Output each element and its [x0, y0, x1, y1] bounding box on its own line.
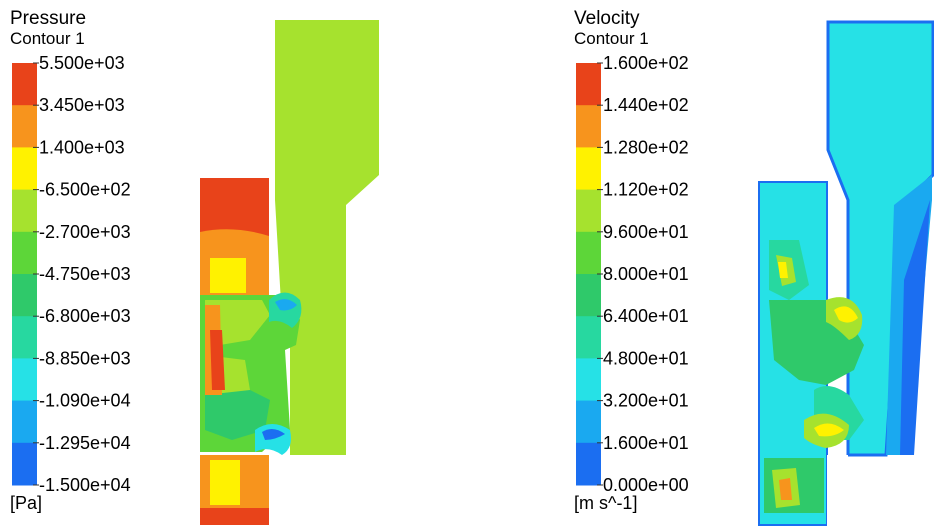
colorbar-band: [576, 105, 601, 148]
colorbar-tick-label: -4.750e+03: [39, 264, 131, 284]
velocity-contour-panel: Velocity Contour 1 1.600e+02 1.440e+02 1.2…: [564, 0, 934, 529]
main-chamber: [275, 150, 379, 455]
colorbar-band: [576, 274, 601, 317]
colorbar-tick-label: -2.700e+03: [39, 222, 131, 242]
colorbar-tick-label: 1.280e+02: [603, 137, 689, 157]
legend-units: [Pa]: [10, 493, 43, 513]
colorbar-tick-label: 3.450e+03: [39, 95, 125, 115]
lower-throat-core: [814, 423, 844, 437]
mixing-zone-c: [205, 390, 270, 440]
colorbar-tick-label: 0.000e+00: [603, 475, 689, 495]
colorbar-tick-label: 8.000e+01: [603, 264, 689, 284]
velocity-colorbar: 1.600e+02 1.440e+02 1.280e+02 1.120e+02 9.60…: [576, 53, 689, 495]
colorbar-tick-label: 1.600e+02: [603, 53, 689, 73]
colorbar-tick-label: 1.400e+03: [39, 137, 125, 157]
colorbar-tick-label: -1.500e+04: [39, 475, 131, 495]
legend-title: Pressure: [10, 8, 87, 29]
colorbar-tick-label: 1.120e+02: [603, 180, 689, 200]
inlet-block: [200, 178, 269, 238]
lower-channel-slot: [210, 460, 240, 505]
colorbar-band: [12, 105, 37, 148]
left-channel-slot: [210, 258, 246, 293]
pressure-colorbar: 5.500e+03 3.450e+03 1.400e+03 -6.500e+02 -2.…: [12, 53, 131, 495]
colorbar-band: [12, 63, 37, 106]
colorbar-band: [12, 147, 37, 191]
colorbar-tick-label: -6.500e+02: [39, 180, 131, 200]
velocity-contour-plot: [758, 20, 934, 529]
colorbar-tick-label: -1.090e+04: [39, 391, 131, 411]
colorbar-tick-label: -6.800e+03: [39, 306, 131, 326]
colorbar-band: [576, 63, 601, 106]
legend-units: [m s^-1]: [574, 493, 638, 513]
upper-throat-core: [834, 306, 858, 323]
lower-gap: [269, 455, 290, 529]
colorbar-tick-label: -8.850e+03: [39, 348, 131, 368]
colorbar-band: [576, 316, 601, 359]
colorbar-tick-label: 4.800e+01: [603, 348, 689, 368]
pressure-contour-panel: Pressure Contour 1 5.500e+03 3.450e+03 1.4…: [0, 0, 400, 529]
pressure-contour-plot: [200, 20, 379, 529]
colorbar-tick-label: 6.400e+01: [603, 306, 689, 326]
legend-subtitle: Contour 1: [10, 29, 85, 48]
outlet-duct: [275, 20, 379, 150]
inlet-jet-peak: [778, 262, 788, 278]
colorbar-tick-label: 1.440e+02: [603, 95, 689, 115]
legend-title: Velocity: [574, 8, 640, 29]
inlet-gradient: [200, 229, 269, 258]
legend-subtitle: Contour 1: [574, 29, 649, 48]
colorbar-band: [576, 400, 601, 444]
colorbar-band: [12, 400, 37, 444]
colorbar-band: [576, 189, 601, 233]
colorbar-tick-label: 9.600e+01: [603, 222, 689, 242]
lower-throat-core: [262, 428, 285, 440]
lower-channel-peak: [779, 478, 792, 500]
upper-throat-core: [275, 299, 297, 311]
colorbar-tick-label: 3.200e+01: [603, 391, 689, 411]
colorbar-band: [12, 274, 37, 317]
colorbar-tick-label: -1.295e+04: [39, 433, 131, 453]
left-wall-peak: [210, 330, 225, 390]
colorbar-band: [12, 231, 37, 275]
colorbar-band: [576, 442, 601, 486]
colorbar-band: [12, 316, 37, 359]
colorbar-band: [12, 442, 37, 486]
colorbar-band: [12, 189, 37, 233]
colorbar-band: [576, 358, 601, 402]
lower-channel-base: [200, 508, 269, 525]
right-wall-slow: [900, 200, 930, 455]
colorbar-tick-label: 5.500e+03: [39, 53, 125, 73]
colorbar-band: [576, 147, 601, 191]
colorbar-band: [576, 231, 601, 275]
colorbar-band: [12, 358, 37, 402]
lower-gap: [827, 455, 848, 529]
colorbar-tick-label: 1.600e+01: [603, 433, 689, 453]
